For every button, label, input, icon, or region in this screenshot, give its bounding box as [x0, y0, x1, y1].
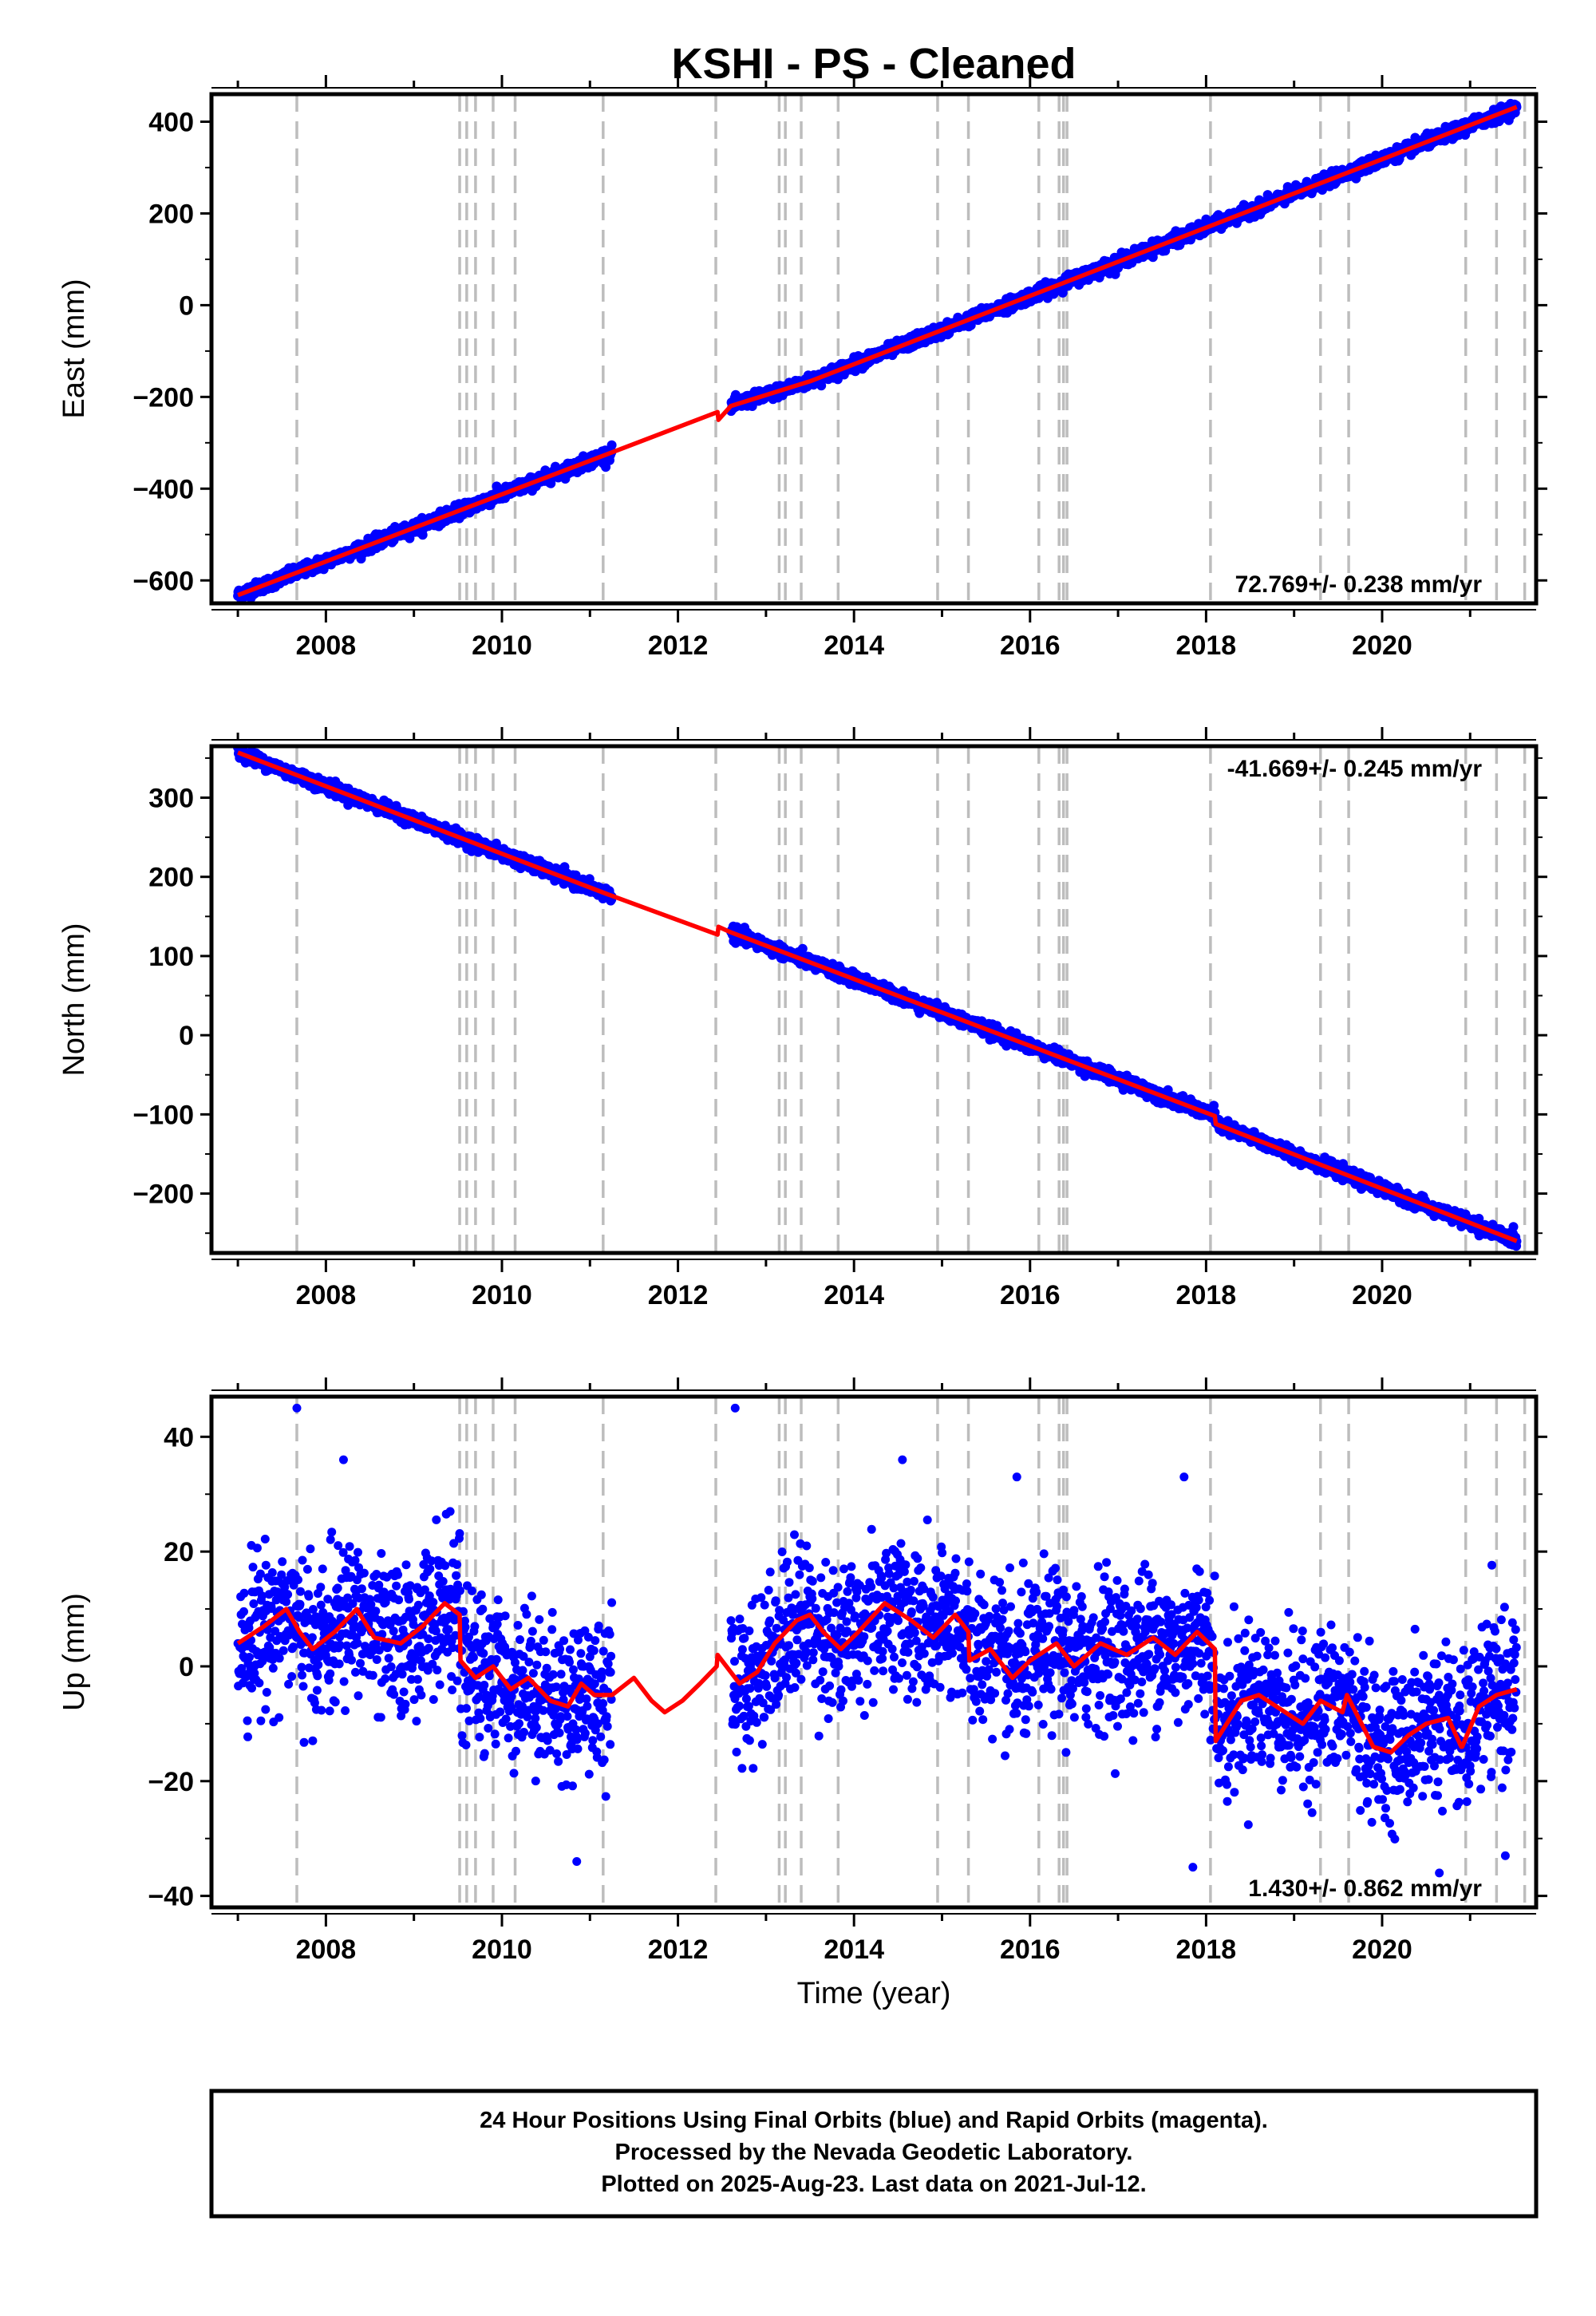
x-tick-label: 2008	[296, 630, 357, 661]
data-points	[233, 746, 1522, 1251]
north-panel: 2008 2010 2012 2014 2016 2018 2020−200−1000100…	[57, 727, 1547, 1310]
data-point	[606, 440, 617, 450]
model-line	[237, 105, 1518, 598]
rate-label: 72.769+/- 0.238 mm/yr	[1235, 571, 1483, 598]
x-tick-label: 2010	[472, 630, 532, 661]
x-tick-label: 2014	[824, 630, 884, 661]
y-axis-label: East (mm)	[57, 279, 91, 418]
x-tick-label: 2020	[1352, 630, 1412, 661]
x-tick-label: 2012	[648, 630, 709, 661]
x-tick-label: 2018	[1176, 630, 1237, 661]
data-point	[584, 874, 595, 884]
plot-frame	[209, 92, 1539, 606]
y-tick-label: 0	[179, 290, 194, 321]
data-point	[797, 943, 808, 954]
y-tick-label: −400	[132, 474, 194, 504]
east-panel: 2008 2010 2012 2014 2016 2018 2020 −600 −400 −200…	[57, 75, 1547, 661]
data-points	[233, 98, 1522, 603]
x-tick-label: 2016	[1000, 630, 1061, 661]
y-tick-label: −600	[132, 566, 194, 596]
y-tick-label: −200	[132, 382, 194, 413]
y-tick-label: 200	[148, 199, 194, 229]
chart-title: KSHI - PS - Cleaned	[671, 40, 1076, 88]
y-tick-label: 400	[148, 107, 194, 137]
